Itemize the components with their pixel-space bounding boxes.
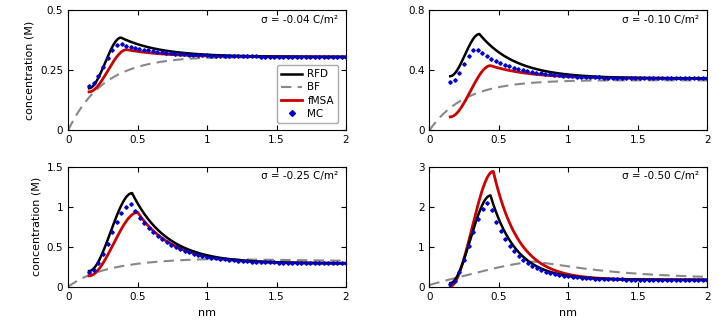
Y-axis label: concentration (M): concentration (M) — [31, 177, 41, 277]
Text: σ = -0.10 C/m²: σ = -0.10 C/m² — [622, 15, 699, 25]
Text: σ = -0.50 C/m²: σ = -0.50 C/m² — [622, 171, 699, 182]
Text: σ = -0.25 C/m²: σ = -0.25 C/m² — [261, 171, 337, 182]
Text: σ = -0.04 C/m²: σ = -0.04 C/m² — [261, 15, 337, 25]
X-axis label: nm: nm — [559, 308, 577, 317]
Y-axis label: concentration (M): concentration (M) — [24, 20, 34, 120]
Legend: RFD, BF, fMSA, MC: RFD, BF, fMSA, MC — [277, 65, 338, 123]
X-axis label: nm: nm — [198, 308, 216, 317]
